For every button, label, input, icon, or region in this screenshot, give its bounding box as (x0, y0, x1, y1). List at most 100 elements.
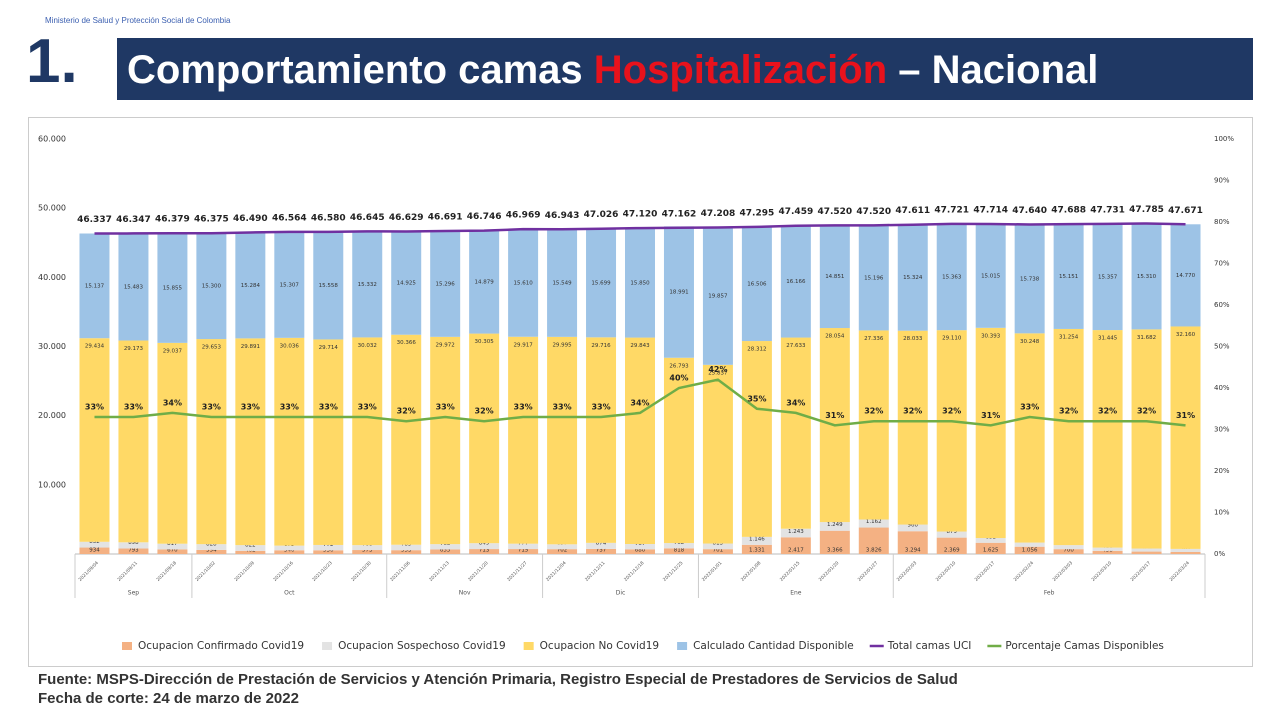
data-label: 15.300 (202, 284, 222, 290)
bar-segment (118, 542, 149, 549)
data-label: 700 (1063, 548, 1074, 554)
x-tick-label: 2022/02/10 (935, 560, 958, 583)
y2-tick-label: 40% (1214, 384, 1230, 392)
data-label: 46.969 (506, 211, 541, 221)
bar-segment (352, 231, 383, 338)
ministry: Ministerio de Salud y Protección Social … (45, 16, 231, 25)
bar-segment (1053, 224, 1084, 329)
bar-segment (274, 545, 305, 551)
x-tick-label: 2021/09/11 (116, 560, 139, 583)
month-label: Sep (128, 590, 140, 597)
data-label: 33% (436, 403, 455, 412)
data-label: 47.721 (934, 205, 969, 215)
y-tick-label: 30.000 (38, 342, 66, 351)
data-label: 793 (128, 548, 139, 554)
y2-tick-label: 50% (1214, 343, 1230, 351)
bar-segment (196, 339, 227, 545)
data-label: 46.490 (233, 214, 268, 224)
bar-segment (1092, 550, 1123, 554)
data-label: 15.738 (1020, 276, 1040, 282)
data-label: 31.254 (1059, 334, 1079, 340)
data-label: 817 (167, 541, 178, 547)
data-label: 33% (1020, 403, 1039, 412)
data-label: 47.459 (778, 207, 813, 217)
data-label: 31% (825, 411, 844, 420)
chart-frame (28, 117, 1253, 667)
bar-segment (391, 544, 422, 551)
bar-segment (936, 223, 967, 331)
bar-segment (313, 339, 344, 545)
bar-segment (235, 338, 266, 546)
bar-segment (469, 543, 500, 550)
bar-segment (858, 527, 889, 554)
data-label: 879 (946, 529, 957, 535)
data-label: 47.731 (1090, 205, 1125, 215)
data-label: 32% (1137, 407, 1156, 416)
data-label: 31.445 (1098, 336, 1118, 342)
bar-segment (430, 231, 461, 337)
data-label: 47.640 (1012, 206, 1047, 216)
bar-segment (313, 231, 344, 340)
bar-segment (157, 549, 188, 554)
line-series (94, 222, 1186, 235)
data-label: 46.564 (272, 213, 307, 223)
data-label: 3.366 (827, 548, 843, 554)
bar-segment (235, 545, 266, 551)
bar-segment (391, 334, 422, 545)
bar-segment (352, 337, 383, 546)
data-label: 14.879 (475, 280, 495, 286)
data-label: 33% (241, 403, 260, 412)
bar-segment (663, 548, 694, 554)
bar-segment (157, 233, 188, 343)
bar-segment (625, 337, 655, 544)
data-label: 1.162 (866, 519, 882, 525)
x-tick-label: 2022/03/17 (1129, 560, 1152, 583)
bar-segment (391, 550, 422, 554)
data-label: 34% (163, 398, 182, 407)
month-label: Oct (284, 590, 295, 597)
data-label: 32% (397, 407, 416, 416)
bar-segment (1170, 326, 1201, 549)
data-label: 3.826 (866, 548, 882, 554)
bar-segment (352, 550, 383, 554)
bar-segment (780, 537, 811, 554)
bar-segment (936, 531, 967, 538)
bar-segment (235, 550, 266, 554)
y2-tick-label: 90% (1214, 177, 1230, 185)
data-label: 46.943 (545, 211, 580, 221)
bar-segment (819, 522, 850, 531)
data-label: 1.331 (749, 548, 765, 554)
data-label: 33% (591, 403, 610, 412)
data-label: 31% (981, 411, 1000, 420)
bar-segment (196, 233, 227, 340)
data-label: 813 (713, 541, 724, 547)
data-label: 29.716 (591, 343, 611, 349)
data-label: 32% (475, 407, 494, 416)
x-tick-label: 2021/11/27 (506, 560, 529, 583)
data-label: 29.714 (319, 345, 339, 351)
x-tick-label: 2022/03/10 (1090, 560, 1113, 583)
data-label: 47.611 (895, 206, 930, 216)
bar-segment (858, 519, 889, 528)
data-label: 715 (518, 548, 529, 554)
data-label: 670 (167, 548, 178, 554)
data-label: 29.995 (552, 342, 572, 348)
bar-segment (663, 226, 694, 358)
data-label: 818 (674, 548, 685, 554)
bar-segment (235, 232, 266, 339)
data-label: 1.056 (1022, 548, 1038, 554)
y2-tick-label: 10% (1214, 509, 1230, 517)
bar-segment (780, 528, 811, 538)
title: – Nacional (887, 48, 1099, 92)
bar-segment (118, 340, 149, 543)
data-label: 47.208 (701, 209, 736, 219)
data-label: 14.770 (1176, 273, 1196, 279)
bar-segment (508, 336, 539, 544)
x-tick-label: 2021/09/04 (77, 560, 100, 583)
bar-segment (975, 223, 1006, 328)
bar-segment (1131, 329, 1162, 549)
data-label: 32% (1059, 407, 1078, 416)
bar-segment (858, 225, 889, 331)
data-label: 15.850 (630, 280, 650, 286)
x-tick-label: 2022/01/27 (857, 560, 880, 583)
